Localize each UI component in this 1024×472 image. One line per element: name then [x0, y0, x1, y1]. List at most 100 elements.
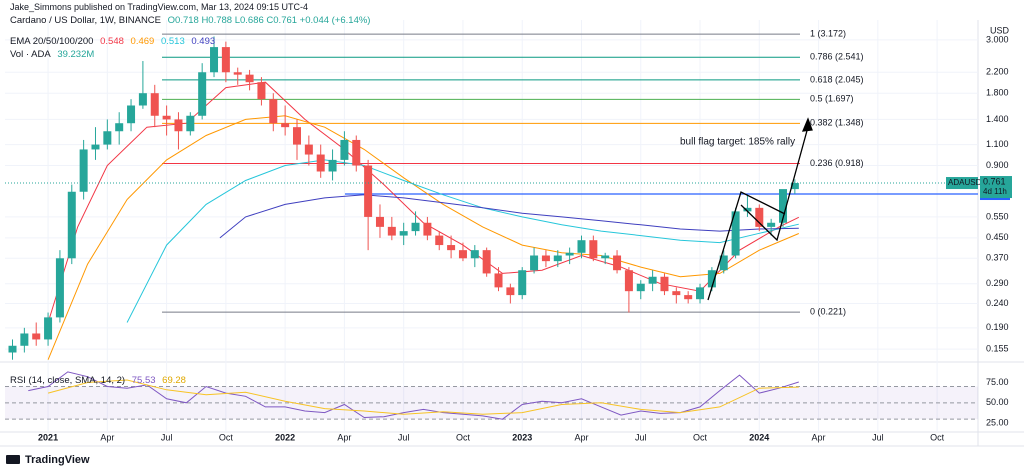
candle-body	[743, 207, 752, 212]
y-tick-label: 0.240	[986, 298, 1009, 308]
y-tick-label: 3.000	[986, 34, 1009, 44]
candle-body	[707, 270, 716, 288]
x-tick-label: Oct	[456, 432, 471, 442]
candle-body	[387, 226, 396, 236]
candle-body	[719, 255, 728, 271]
ema-label: EMA 20/50/100/200	[10, 36, 94, 47]
y-tick-label: 0.155	[986, 343, 1009, 353]
candle-body	[399, 231, 408, 236]
logo: TradingView	[6, 454, 90, 466]
x-tick-label: Apr	[337, 432, 351, 442]
ema-value: 0.493	[191, 36, 216, 47]
candle-body	[684, 295, 693, 300]
candle-body	[8, 345, 17, 353]
line	[219, 194, 799, 239]
author: Jake_Simmons published on TradingView.co…	[10, 2, 308, 12]
candle-body	[103, 131, 112, 145]
level-label: 0.618 (2.045)	[810, 74, 864, 84]
candle-body	[601, 255, 610, 259]
candle-body	[423, 222, 432, 236]
candle-body	[660, 276, 669, 292]
candle-body	[636, 283, 645, 292]
candle-body	[150, 93, 159, 116]
candle-body	[779, 189, 788, 223]
candle-body	[624, 270, 633, 292]
level-label: 0.5 (1.697)	[810, 94, 854, 104]
x-tick-label: Jul	[635, 432, 647, 442]
candle-body	[411, 222, 420, 232]
legend-volume: Vol · ADA 39.232M	[10, 49, 98, 60]
y-tick-label: 1.800	[986, 88, 1009, 98]
x-tick-label: Oct	[693, 432, 708, 442]
candle-body	[91, 144, 100, 150]
line	[28, 371, 799, 420]
candle-body	[328, 159, 337, 172]
candle-body	[470, 250, 479, 259]
candle-body	[79, 149, 88, 192]
candle-body	[767, 222, 776, 227]
candle-body	[565, 252, 574, 256]
candle-body	[186, 115, 195, 132]
y-tick-label: 0.290	[986, 278, 1009, 288]
candle-body	[245, 74, 254, 83]
candle-body	[506, 287, 515, 296]
y-tick-label: 0.370	[986, 253, 1009, 263]
x-tick-label: 2022	[275, 432, 295, 442]
candle-body	[482, 250, 491, 274]
y-tick-label: 0.900	[986, 160, 1009, 170]
level-label: 0 (0.221)	[810, 306, 846, 316]
level-label: 1 (3.172)	[810, 28, 846, 38]
volume-label: Vol · ADA	[10, 49, 51, 60]
candle-body	[648, 276, 657, 284]
flag-upper	[707, 191, 786, 301]
y-tick-label: 0.450	[986, 232, 1009, 242]
last-price-badge	[980, 176, 1012, 199]
candle-body	[233, 72, 242, 75]
y-tick-label: 2.200	[986, 67, 1009, 77]
legend-symbol: Cardano / US Dollar, 1W, BINANCE O0.718 …	[10, 15, 374, 26]
x-tick-label: Jul	[872, 432, 884, 442]
x-tick-label: Jul	[161, 432, 173, 442]
level-label: 0.236 (0.918)	[810, 158, 864, 168]
line	[126, 159, 799, 323]
y-tick-label: 50.00	[986, 397, 1009, 407]
candle-body	[613, 255, 622, 271]
symbol: Cardano / US Dollar, 1W, BINANCE	[10, 15, 161, 26]
candle-body	[221, 47, 230, 73]
candle-body	[352, 139, 361, 166]
candle-body	[589, 240, 598, 259]
y-tick-label: 25.00	[986, 418, 1009, 428]
legend-ema: EMA 20/50/100/200 0.548 0.469 0.513 0.49…	[10, 36, 219, 47]
candle-body	[518, 270, 527, 296]
candle-body	[435, 235, 444, 246]
candle-body	[790, 183, 799, 190]
candle-body	[458, 250, 467, 259]
candle-body	[672, 291, 681, 296]
ema-value: 0.548	[100, 36, 124, 47]
candle-body	[375, 216, 384, 227]
ema-value: 0.513	[160, 36, 185, 47]
candle-body	[20, 333, 29, 346]
brand: TradingView	[25, 454, 90, 466]
flag-lower	[740, 126, 809, 242]
candle-body	[541, 255, 550, 262]
candle-body	[127, 105, 136, 124]
y-tick-label: 0.550	[986, 211, 1009, 221]
rsi-label: RSI (14, close, SMA, 14, 2)	[10, 375, 126, 386]
candle-body	[115, 123, 124, 132]
candle-body	[174, 119, 183, 132]
candle-body	[731, 211, 740, 256]
candle-body	[281, 123, 290, 128]
y-tick-label: 0.190	[986, 322, 1009, 332]
candle-body	[364, 165, 373, 217]
candle-body	[577, 240, 586, 253]
last-price-label: 0.761	[983, 176, 1006, 186]
candle-body	[162, 115, 171, 120]
annotation: bull flag target: 185% rally	[680, 137, 795, 148]
candle-body	[198, 72, 207, 116]
candle-body	[269, 99, 278, 124]
candle-body	[67, 191, 76, 259]
